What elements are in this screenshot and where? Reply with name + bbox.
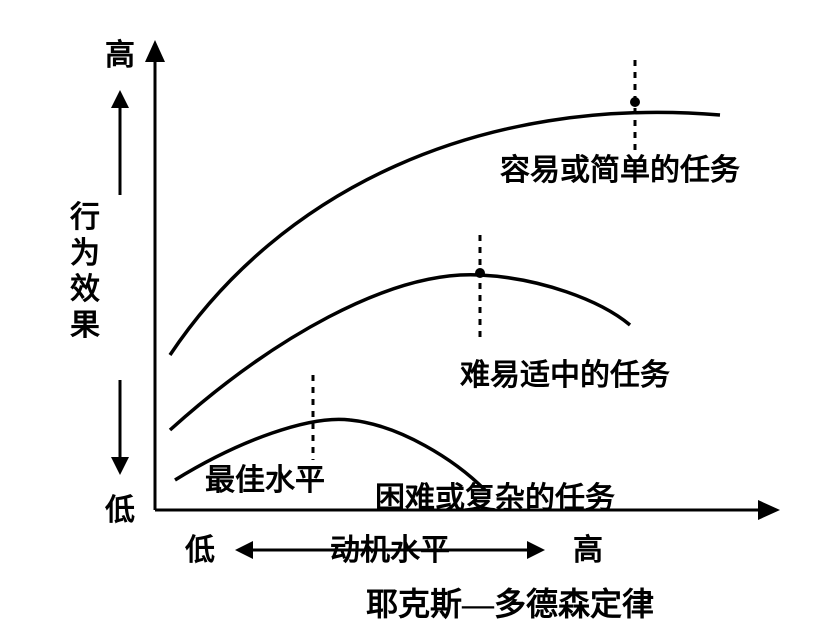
peak-dot-medium bbox=[475, 268, 485, 278]
peak-dot-easy bbox=[630, 97, 640, 107]
yerkes-dodson-chart: 高 低 低 高 动机水平 容易或简单的任务 难易适中的任务 困难或复杂的任务 最… bbox=[40, 20, 800, 620]
chart-title: 耶克斯—多德森定律 bbox=[366, 586, 654, 620]
chart-svg: 高 低 低 高 动机水平 容易或简单的任务 难易适中的任务 困难或复杂的任务 最… bbox=[40, 20, 800, 620]
x-axis-low-label: 低 bbox=[184, 534, 215, 567]
curve-label-hard: 困难或复杂的任务 bbox=[375, 482, 615, 515]
curve-label-easy: 容易或简单的任务 bbox=[500, 153, 740, 187]
y-axis-high-label: 高 bbox=[105, 39, 135, 72]
curve-label-medium: 难易适中的任务 bbox=[459, 359, 670, 392]
curve-medium-task bbox=[170, 275, 630, 430]
y-axis bbox=[145, 40, 165, 510]
y-axis-low-label: 低 bbox=[104, 494, 135, 527]
x-axis-high-label: 高 bbox=[573, 534, 603, 567]
y-axis-label: 行为效果 bbox=[70, 200, 100, 344]
optimal-level-label: 最佳水平 bbox=[205, 464, 325, 497]
x-axis-label: 动机水平 bbox=[330, 534, 450, 567]
curve-easy-task bbox=[170, 112, 720, 355]
y-axis-helper-arrows bbox=[111, 90, 129, 475]
